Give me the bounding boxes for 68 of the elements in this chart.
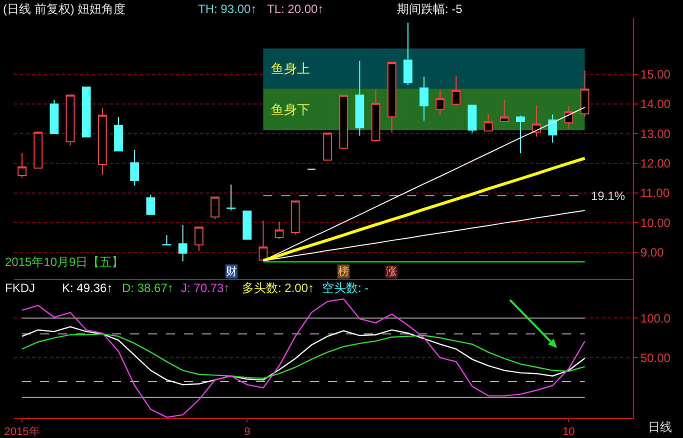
y-tick-label: 12.00: [640, 156, 671, 171]
candlestick: [387, 62, 396, 133]
candlestick: [18, 152, 26, 178]
candlestick: [564, 106, 574, 130]
candlestick: [500, 99, 509, 122]
text: J: 70.73↑: [181, 281, 230, 295]
y-tick-label: 11.00: [640, 186, 670, 200]
candlestick: [452, 76, 461, 107]
text: TL: 20.00↑: [267, 2, 324, 16]
candlestick: [339, 94, 348, 149]
candlestick: [162, 234, 172, 246]
y-tick-label: 100.0: [640, 311, 671, 326]
candlestick: [34, 131, 43, 170]
x-tick-label: 9: [244, 426, 250, 438]
candlestick: [548, 114, 558, 144]
candlestick: [50, 99, 59, 134]
candlestick: [436, 89, 444, 115]
line-series: [21, 298, 586, 418]
candlestick: [516, 115, 525, 154]
chart-title: (日线 前复权) 妞妞角度: [3, 2, 126, 16]
band-label: 鱼身上: [271, 61, 310, 76]
text: 日线: [648, 420, 672, 434]
candlestick: [323, 132, 332, 161]
line-series: [21, 326, 586, 386]
text: K: 49.36↑: [62, 281, 113, 295]
candlestick: [403, 22, 412, 86]
annotation: 19.1%: [591, 189, 626, 203]
x-tick-label: 2015年: [4, 426, 40, 438]
text: TH: 93.00↑: [198, 2, 257, 16]
text: D: 38.67↑: [122, 281, 174, 295]
annotation: 多头数: 2.00↑: [242, 281, 314, 295]
y-tick-label: 13.00: [640, 126, 671, 141]
annotation: 空头数: -: [322, 281, 369, 295]
candlestick: [355, 60, 364, 136]
candlestick: [242, 210, 252, 240]
candlestick: [290, 200, 300, 236]
candlestick: [130, 149, 140, 186]
candlestick: [178, 224, 188, 262]
candlestick: [210, 196, 220, 220]
annotation: 榜: [338, 265, 349, 278]
line-series: [21, 333, 586, 379]
candlestick: [420, 76, 428, 122]
x-tick-label: 10: [562, 426, 575, 438]
candlestick: [258, 220, 268, 262]
y-tick-label: 50.00: [640, 350, 671, 365]
candlestick: [468, 104, 477, 133]
text: 期间跌幅: -5: [397, 2, 463, 16]
legend-title: FKDJ: [5, 281, 35, 295]
annotation: 财: [226, 265, 237, 278]
candlestick: [114, 116, 123, 152]
y-tick-label: 9.00: [640, 246, 664, 260]
candlestick: [66, 94, 75, 146]
candlestick: [146, 194, 156, 215]
candlestick: [82, 86, 91, 138]
candlestick: [274, 221, 284, 240]
y-tick-label: 15.00: [640, 68, 671, 82]
candlestick: [194, 226, 204, 252]
y-tick-label: 14.00: [640, 97, 671, 112]
candlestick: [371, 89, 380, 142]
candlestick: [532, 105, 541, 138]
band-label: 鱼身下: [271, 102, 310, 117]
y-tick-label: 10.00: [640, 216, 671, 230]
annotation: 2015年10月9日【五】: [5, 255, 124, 269]
annotation: 涨: [386, 266, 397, 278]
candlestick: [226, 184, 236, 211]
candlestick: [484, 114, 493, 132]
candlestick: [98, 108, 107, 176]
candlestick: [580, 70, 590, 118]
